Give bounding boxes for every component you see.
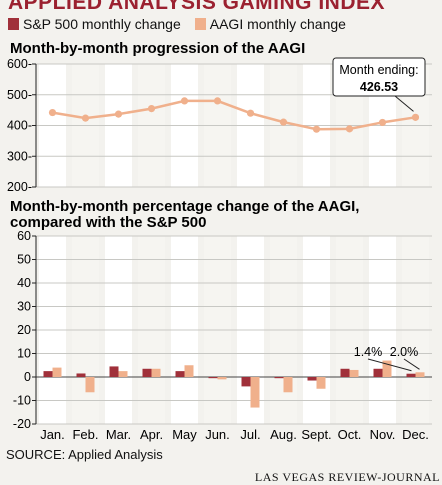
bar-chart-x-tick-label: Feb. — [72, 427, 98, 442]
aagi-index-point — [114, 110, 123, 118]
bar-chart-x-tick-label: Jul. — [240, 427, 260, 442]
callout-label: Month ending: — [339, 63, 418, 77]
aagi-index-point — [279, 118, 288, 126]
aagi-change-bar — [316, 377, 326, 389]
bar-chart-y-tick-label: 50 — [17, 253, 31, 267]
aagi-index-point — [180, 97, 189, 105]
sp500-change-bar — [76, 373, 86, 377]
callout-leader — [394, 95, 414, 112]
bar-chart-y-tick-label: -20 — [13, 417, 31, 431]
data-label-leader-sp500 — [367, 358, 412, 372]
sp500-change-bar — [208, 377, 218, 379]
sp500-change-bar — [43, 371, 53, 377]
line-chart-y-tick-label: 400- — [7, 119, 32, 133]
aagi-change-bar — [217, 377, 227, 380]
line-chart-y-tick-label: 600- — [7, 57, 32, 71]
legend-label-aagi: AAGI monthly change — [209, 16, 346, 32]
sp500-change-bar — [373, 368, 383, 377]
page-title: APPLIED ANALYSIS GAMING INDEX — [8, 0, 385, 14]
bar-chart-y-tick-label: 0 — [24, 370, 31, 384]
data-label-leader-aagi — [403, 358, 420, 370]
sp500-change-bar — [109, 366, 119, 377]
bar-chart-x-tick-label: Dec. — [402, 427, 429, 442]
line-chart-title: Month-by-month progression of the AAGI — [10, 40, 305, 57]
data-label-aagi-dec: 2.0% — [390, 345, 419, 359]
aagi-index-point — [48, 108, 57, 117]
aagi-change-bar — [382, 360, 392, 377]
bar-chart-x-tick-label: Mar. — [106, 427, 131, 442]
publisher-credit: LAS VEGAS REVIEW-JOURNAL — [254, 470, 440, 484]
aagi-index-point — [213, 97, 222, 105]
bar-chart-x-tick-label: Aug. — [270, 427, 297, 442]
aagi-index-point — [312, 125, 321, 133]
bar-chart-x-tick-label: Jan. — [40, 427, 65, 442]
line-chart-y-tick-label: 200- — [7, 180, 32, 194]
sp500-change-bar — [175, 371, 185, 377]
sp500-change-bar — [340, 368, 350, 377]
sp500-change-bar — [241, 377, 251, 387]
bar-chart-x-tick-label: May — [172, 427, 197, 442]
aagi-change-bar — [151, 368, 161, 377]
bar-chart-x-tick-label: Apr. — [140, 427, 163, 442]
aagi-change-bar — [415, 372, 425, 377]
chart-legend: S&P 500 monthly change AAGI monthly chan… — [8, 14, 360, 34]
aagi-change-bar — [52, 367, 62, 377]
aagi-index-point — [147, 104, 156, 113]
aagi-index-point — [81, 114, 90, 122]
callout-value: 426.53 — [360, 80, 398, 94]
bar-chart-x-tick-label: Sept. — [301, 427, 331, 442]
bar-chart-y-tick-label: 60 — [17, 229, 31, 243]
bar-chart-y-tick-label: 20 — [17, 323, 31, 337]
aagi-change-bar — [250, 377, 260, 408]
aagi-index-point — [345, 125, 354, 133]
bar-chart-y-tick-label: 30 — [17, 300, 31, 314]
line-chart-y-tick-label: 300- — [7, 149, 32, 163]
bar-chart-y-tick-label: 40 — [17, 276, 31, 290]
source-note: SOURCE: Applied Analysis — [6, 447, 163, 462]
sp500-change-bar — [274, 377, 284, 379]
legend-swatch-sp500 — [8, 18, 19, 30]
aagi-change-bar — [85, 377, 95, 393]
charts-canvas: Month-by-month progression of the AAGI 20… — [7, 40, 432, 442]
bar-chart-x-tick-label: Oct. — [338, 427, 362, 442]
bar-chart-y-tick-label: 10 — [17, 347, 31, 361]
aagi-index-point — [246, 109, 255, 117]
bar-chart-y-tick-label: -10 — [13, 394, 31, 408]
bar-chart-title-line1: Month-by-month percentage change of the … — [10, 198, 359, 215]
sp500-change-bar — [307, 377, 317, 381]
aagi-change-bar — [118, 371, 128, 377]
line-chart-y-tick-label: 500- — [7, 88, 32, 102]
sp500-change-bar — [406, 373, 416, 377]
aagi-change-bar — [349, 369, 359, 377]
aagi-change-bar — [283, 377, 293, 393]
aagi-index-point — [411, 113, 420, 121]
aagi-change-bar — [184, 365, 194, 377]
aagi-index-line — [52, 99, 416, 131]
legend-swatch-aagi — [194, 18, 206, 30]
legend-label-sp500: S&P 500 monthly change — [23, 16, 181, 32]
callout-box — [332, 57, 426, 97]
data-label-sp500-nov: 1.4% — [354, 345, 383, 359]
bar-chart-x-tick-label: Jun. — [205, 427, 230, 442]
bar-chart-title-line2: compared with the S&P 500 — [10, 214, 206, 231]
bar-chart-x-tick-label: Nov. — [370, 427, 396, 442]
aagi-index-point — [378, 118, 387, 127]
sp500-change-bar — [142, 368, 152, 377]
